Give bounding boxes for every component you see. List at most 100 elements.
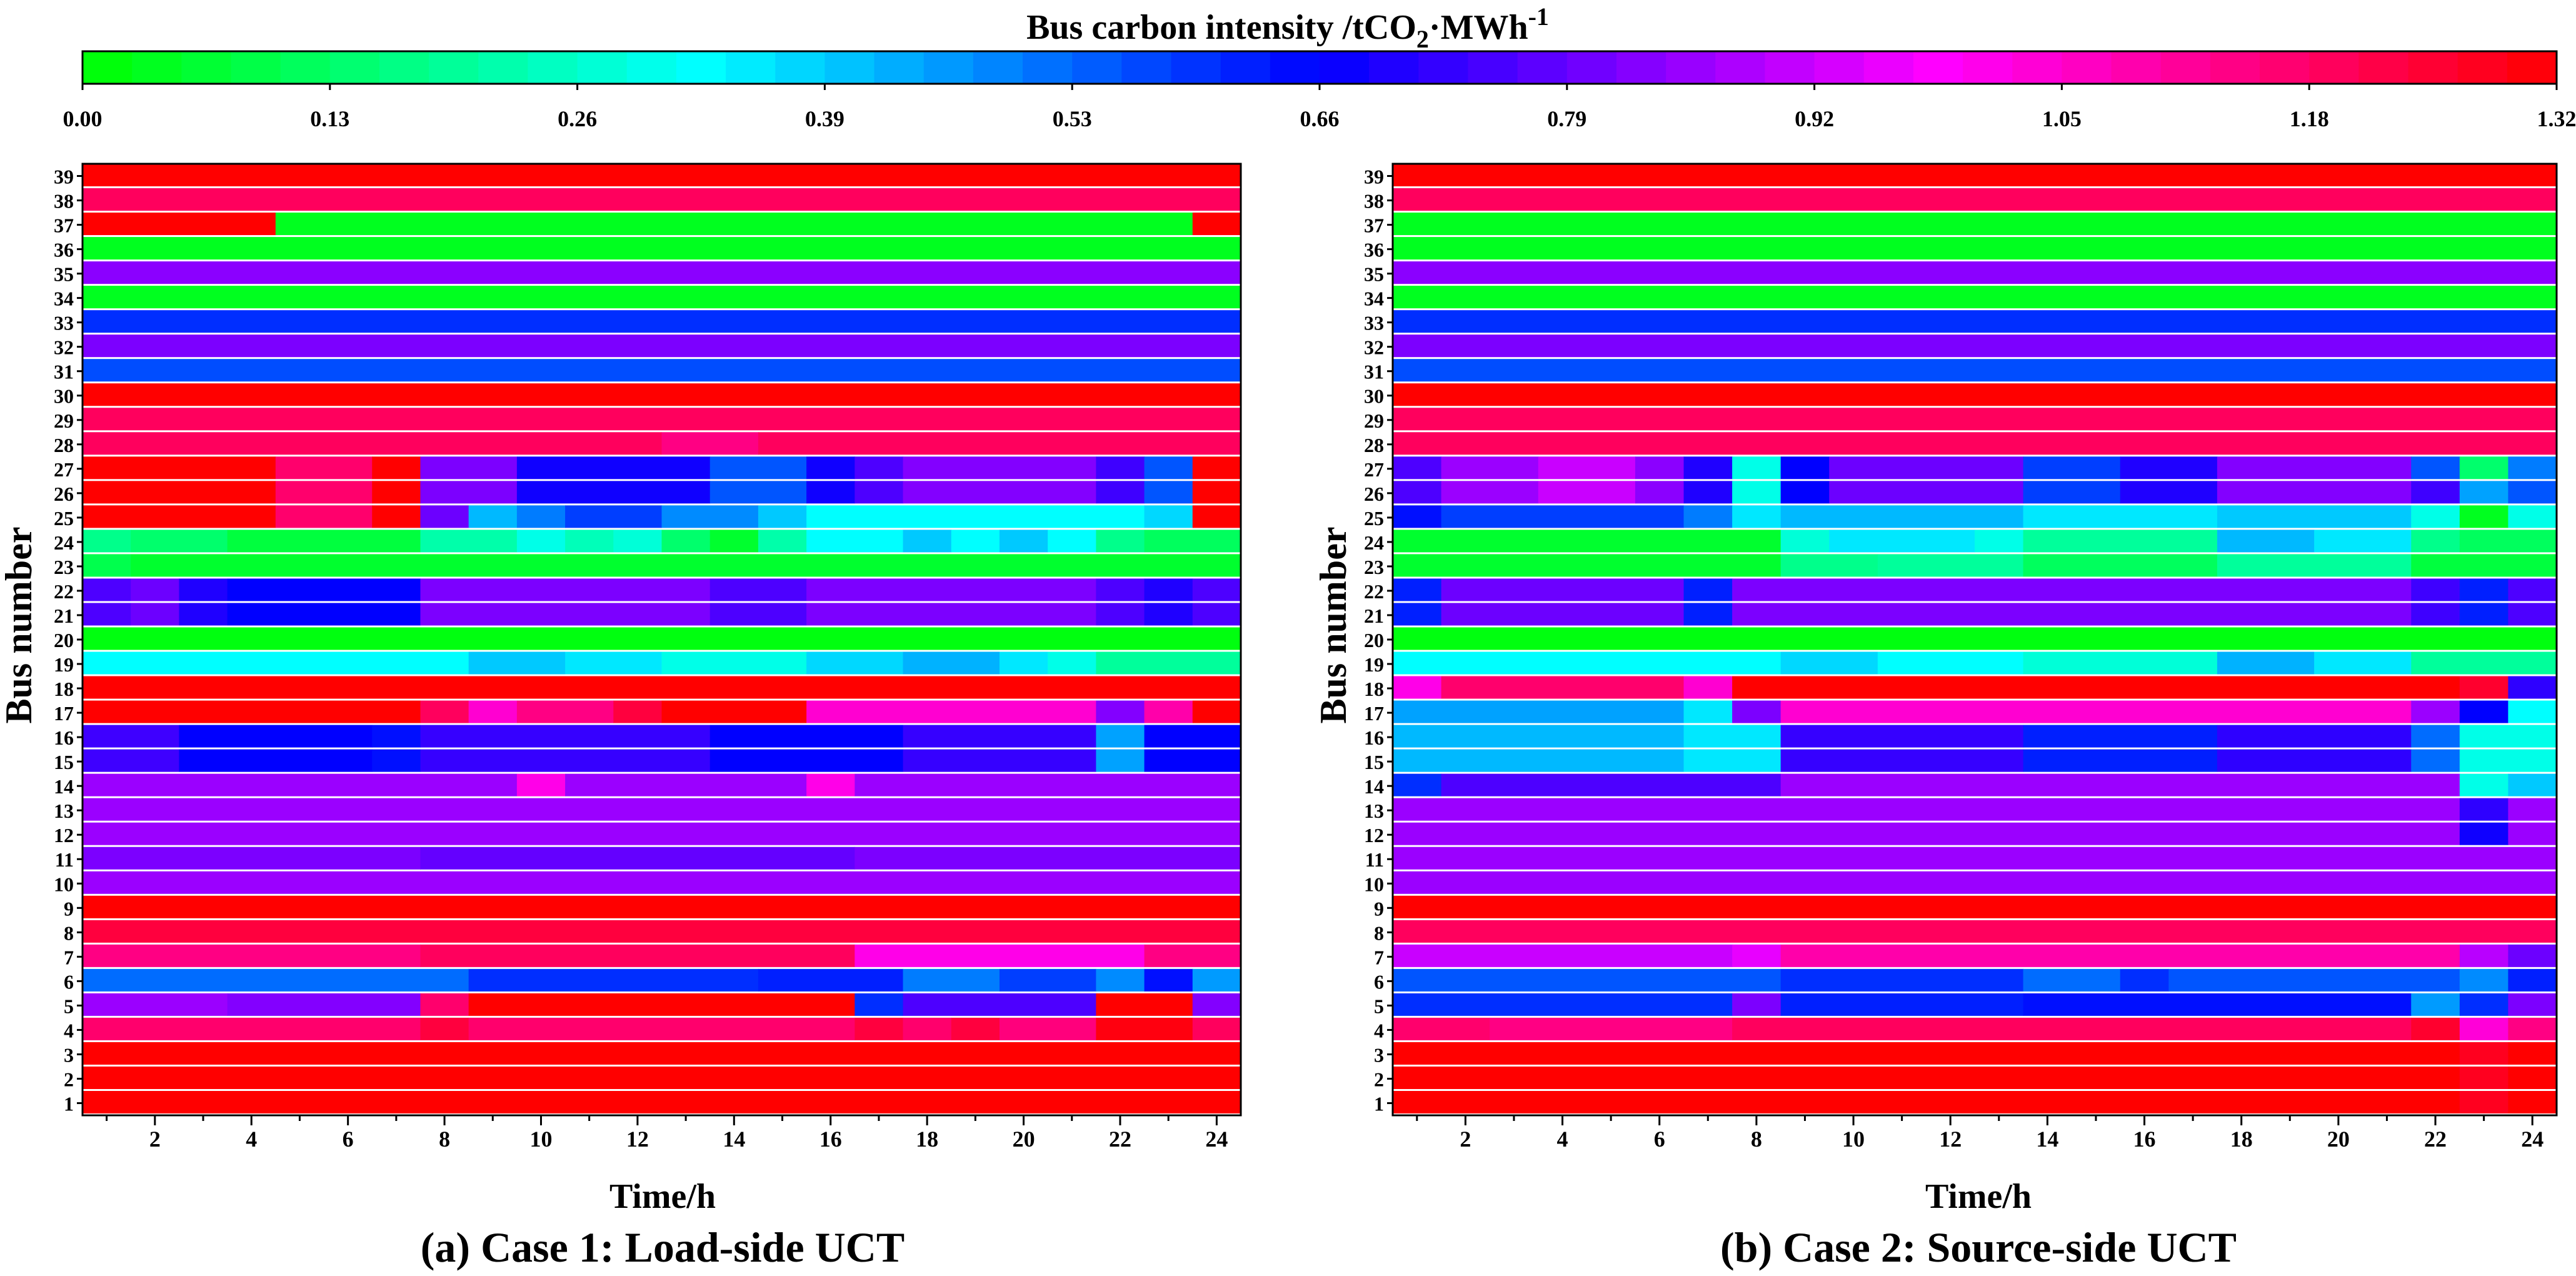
- colorbar-swatch: [231, 51, 281, 84]
- heat-cell: [2508, 944, 2557, 967]
- heat-cell: [2459, 481, 2509, 504]
- heat-cell: [806, 651, 904, 675]
- heat-cell: [2459, 1090, 2509, 1113]
- colorbar-swatch: [329, 51, 380, 84]
- heat-cell: [420, 481, 518, 504]
- heat-cell: [2508, 505, 2557, 528]
- y-tick-label: 23: [54, 556, 74, 578]
- heat-cell: [1635, 456, 1685, 480]
- x-tick-label: 6: [343, 1127, 354, 1152]
- heat-cell: [1780, 700, 2412, 723]
- heat-cell: [2459, 456, 2509, 480]
- colorbar-swatch: [1468, 51, 1518, 84]
- heat-cell: [1144, 944, 1241, 967]
- x-tick-label: 20: [2327, 1127, 2350, 1152]
- y-tick-label: 7: [64, 946, 74, 968]
- colorbar-title: Bus carbon intensity /tCO2·MWh-1: [1026, 3, 1549, 53]
- y-tick-label: 33: [54, 312, 74, 334]
- heat-cell: [2411, 725, 2460, 748]
- heat-cell: [1393, 871, 2557, 894]
- heat-cell: [1780, 749, 2024, 772]
- colorbar-swatch: [2457, 51, 2508, 84]
- colorbar-title-unit: ·MWh: [1429, 8, 1528, 47]
- heat-cell: [903, 651, 1000, 675]
- y-tick-label: 9: [64, 897, 74, 920]
- colorbar-swatch: [1121, 51, 1172, 84]
- y-tick-label: 1: [64, 1092, 74, 1115]
- heat-cell: [709, 456, 807, 480]
- y-tick-label: 19: [1364, 653, 1384, 676]
- heat-cell: [1780, 481, 1830, 504]
- heat-cell: [2411, 749, 2460, 772]
- heat-cell: [1732, 676, 2460, 699]
- y-tick-label: 1: [1374, 1092, 1384, 1115]
- y-tick-label: 24: [54, 531, 74, 554]
- heat-cell: [179, 749, 373, 772]
- heat-cell: [1144, 700, 1193, 723]
- heat-cell: [661, 700, 807, 723]
- heat-cell: [1441, 505, 1685, 528]
- colorbar-swatch: [2012, 51, 2063, 84]
- x-axis-title-case1: Time/h: [609, 1177, 716, 1216]
- heat-cell: [2168, 968, 2460, 992]
- y-axis-title-case1: Bus number: [0, 526, 39, 723]
- x-tick-label: 18: [2230, 1127, 2253, 1152]
- heat-cell: [2459, 530, 2557, 553]
- heat-cell: [2508, 798, 2557, 821]
- panel-caption-case2: (b) Case 2: Source-side UCT: [1720, 1223, 2237, 1271]
- x-tick-label: 14: [2036, 1127, 2058, 1152]
- colorbar-swatch: [824, 51, 875, 84]
- heat-cell: [468, 968, 759, 992]
- colorbar-swatch: [280, 51, 331, 84]
- heat-cell: [420, 846, 855, 870]
- colorbar-swatch: [775, 51, 826, 84]
- colorbar-tick-label: 1.18: [2290, 106, 2329, 131]
- heat-cell: [1096, 603, 1145, 626]
- colorbar-swatch: [478, 51, 529, 84]
- x-tick-label: 18: [916, 1127, 938, 1152]
- colorbar-swatch: [1715, 51, 1766, 84]
- heat-cell: [1096, 749, 1145, 772]
- y-tick-label: 37: [1364, 214, 1384, 237]
- heat-cell: [709, 603, 807, 626]
- heat-cell: [1048, 530, 1096, 553]
- heat-cell: [1096, 725, 1145, 748]
- heat-cell: [1732, 578, 2412, 601]
- heat-cell: [83, 310, 1241, 333]
- heat-cell: [1096, 456, 1145, 480]
- heat-cell: [227, 530, 421, 553]
- y-tick-label: 18: [1364, 678, 1384, 700]
- colorbar-swatch: [2309, 51, 2360, 84]
- heat-cell: [83, 1042, 1241, 1065]
- heat-cell: [2459, 1042, 2509, 1065]
- colorbar-swatch: [1220, 51, 1271, 84]
- heat-cell: [2459, 725, 2557, 748]
- y-tick-label: 26: [54, 483, 74, 505]
- colorbar-tick-label: 0.66: [1300, 106, 1340, 131]
- panel-caption-case1: (a) Case 1: Load-side UCT: [421, 1223, 905, 1271]
- heatmap-panel-case2: 1234567891011121314151617181920212223242…: [1364, 163, 2558, 1152]
- heat-cell: [806, 578, 1096, 601]
- y-tick-label: 20: [1364, 629, 1384, 651]
- colorbar-swatch: [1765, 51, 1815, 84]
- heat-cell: [468, 1017, 855, 1040]
- colorbar-swatch: [2507, 51, 2557, 84]
- heat-cell: [2508, 1042, 2557, 1065]
- x-tick-label: 12: [1939, 1127, 1962, 1152]
- heat-cell: [2314, 651, 2412, 675]
- colorbar-swatch: [429, 51, 479, 84]
- y-tick-label: 15: [1364, 751, 1384, 773]
- y-tick-label: 33: [1364, 312, 1384, 334]
- heat-cell: [806, 603, 1096, 626]
- heat-cell: [275, 456, 373, 480]
- x-tick-label: 14: [723, 1127, 745, 1152]
- heat-cell: [709, 749, 904, 772]
- heat-cell: [131, 578, 180, 601]
- colorbar-swatch: [132, 51, 183, 84]
- colorbar-swatch: [1369, 51, 1420, 84]
- heat-cell: [1441, 773, 1782, 796]
- colorbar-title-subscript: 2: [1416, 25, 1429, 53]
- x-tick-label: 4: [1557, 1127, 1568, 1152]
- heat-cell: [2508, 700, 2557, 723]
